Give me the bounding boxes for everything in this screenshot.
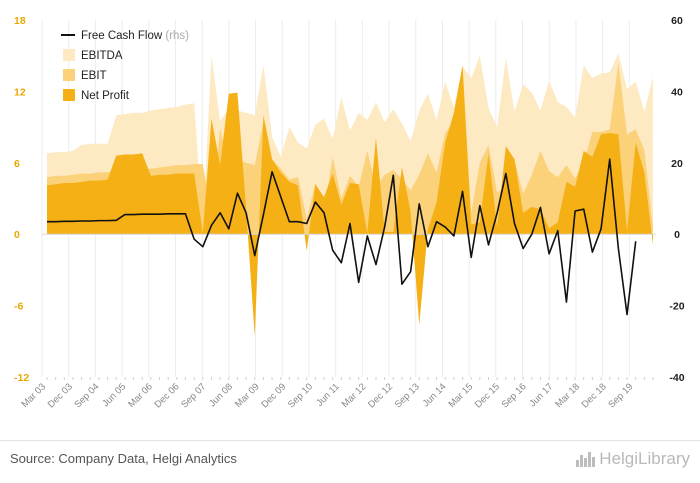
y-right-tick-label: -20 [669, 301, 684, 313]
x-tick-label: Dec 18 [580, 381, 609, 410]
legend-swatch-ebitda [63, 49, 75, 61]
x-tick-label: Dec 12 [366, 381, 395, 410]
line-free-cash-flow [47, 158, 637, 316]
y-left-tick-label: 6 [14, 158, 20, 170]
legend-swatch-ebit [63, 69, 75, 81]
footer-divider [0, 440, 700, 441]
x-tick-label: Sep 07 [179, 381, 208, 410]
x-tick-label: Jun 14 [421, 381, 449, 409]
legend-suffix: (rhs) [162, 30, 189, 42]
y-right-tick-label: 60 [671, 15, 683, 27]
x-tick-label: Sep 04 [72, 381, 101, 410]
x-tick-label: Sep 13 [393, 381, 422, 410]
x-tick-label: Dec 06 [153, 381, 182, 410]
x-tick-label: Jun 11 [314, 381, 341, 408]
x-tick-label: Dec 15 [473, 381, 502, 410]
y-left-tick-label: -12 [14, 372, 29, 384]
x-tick-label: Jun 08 [207, 381, 235, 409]
legend-label-net-profit: Net Profit [81, 90, 130, 102]
x-tick-label: Mar 18 [553, 381, 582, 410]
x-tick-label: Mar 15 [447, 381, 476, 410]
x-tick-label: Dec 09 [259, 381, 288, 410]
source-note: Source: Company Data, Helgi Analytics [10, 451, 237, 466]
x-tick-label: Sep 10 [286, 381, 315, 410]
y-left-tick-label: 18 [14, 15, 26, 27]
x-tick-label: Dec 03 [46, 381, 75, 410]
helgi-library-logo[interactable]: HelgiLibrary [576, 449, 690, 469]
x-tick-label: Jun 17 [527, 381, 555, 409]
legend-label-free-cash-flow: Free Cash Flow (rhs) [81, 30, 189, 42]
x-tick-label: Sep 19 [606, 381, 635, 410]
x-tick-label: Jun 05 [100, 381, 128, 409]
y-right-tick-label: 40 [671, 86, 683, 98]
y-left-tick-label: -6 [14, 301, 23, 313]
legend-label-ebitda: EBITDA [81, 50, 123, 62]
x-tick-label: Mar 06 [126, 381, 155, 410]
x-tick-label: Mar 12 [340, 381, 369, 410]
x-tick-label: Sep 16 [500, 381, 529, 410]
area-net-profit [47, 65, 653, 337]
legend-swatch-net-profit [63, 89, 75, 101]
library-icon [576, 451, 596, 467]
logo-text: HelgiLibrary [599, 449, 690, 468]
y-left-tick-label: 12 [14, 86, 26, 98]
y-left-tick-label: 0 [14, 229, 20, 241]
y-right-tick-label: -40 [669, 372, 684, 384]
y-right-tick-label: 20 [671, 158, 683, 170]
y-right-tick-label: 0 [674, 229, 680, 241]
x-tick-label: Mar 09 [233, 381, 262, 410]
x-tick-label: Mar 03 [19, 381, 48, 410]
legend-label-ebit: EBIT [81, 70, 107, 82]
